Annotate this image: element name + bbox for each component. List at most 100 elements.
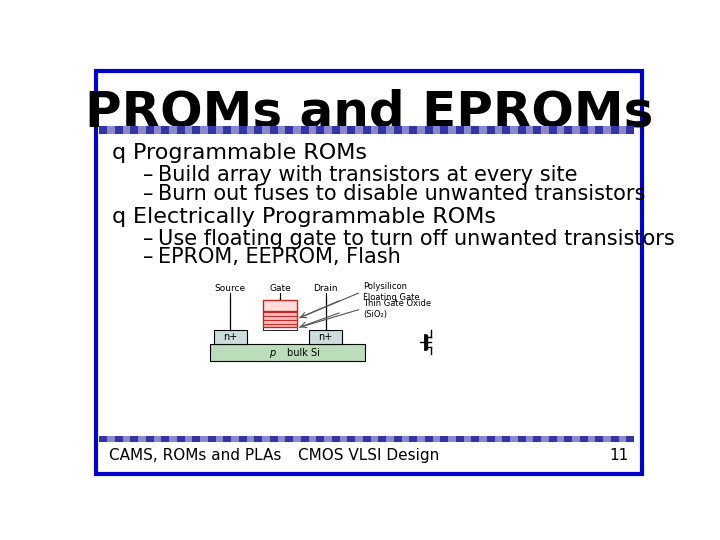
Bar [433, 436, 441, 442]
Text: n+: n+ [318, 333, 333, 342]
Bar [246, 436, 254, 442]
Bar [572, 126, 580, 134]
Text: p: p [269, 348, 275, 358]
Bar [122, 436, 130, 442]
Bar [487, 126, 495, 134]
Bar [464, 126, 472, 134]
Bar [138, 126, 145, 134]
Bar [564, 436, 572, 442]
Bar [99, 126, 107, 134]
Bar [161, 436, 169, 442]
Bar [254, 436, 262, 442]
Bar [262, 436, 270, 442]
Bar [417, 436, 425, 442]
Bar [277, 436, 285, 442]
Bar [332, 436, 340, 442]
Bar [107, 436, 114, 442]
Bar [456, 126, 464, 134]
Bar [402, 436, 409, 442]
Bar [479, 126, 487, 134]
Bar [347, 126, 355, 134]
Bar [254, 126, 262, 134]
Bar [215, 436, 223, 442]
Text: Programmable ROMs: Programmable ROMs [132, 143, 366, 163]
Bar [534, 126, 541, 134]
Text: CMOS VLSI Design: CMOS VLSI Design [298, 448, 440, 463]
FancyBboxPatch shape [96, 71, 642, 475]
Bar [310, 330, 342, 345]
Bar [270, 436, 277, 442]
Bar [549, 436, 557, 442]
Bar [611, 436, 618, 442]
Bar [518, 436, 526, 442]
Bar [316, 126, 324, 134]
Bar [603, 126, 611, 134]
Text: Use floating gate to turn off unwanted transistors: Use floating gate to turn off unwanted t… [158, 229, 675, 249]
Bar [618, 126, 626, 134]
Text: EPROM, EEPROM, Flash: EPROM, EEPROM, Flash [158, 247, 401, 267]
Bar [231, 436, 239, 442]
Bar [464, 436, 472, 442]
Bar [262, 126, 270, 134]
Bar [231, 126, 239, 134]
Bar [324, 436, 332, 442]
Bar [99, 436, 107, 442]
Bar [239, 436, 246, 442]
Bar [184, 126, 192, 134]
Bar [510, 126, 518, 134]
Bar [479, 436, 487, 442]
Bar [564, 126, 572, 134]
Bar [340, 436, 347, 442]
Bar [534, 436, 541, 442]
Bar [371, 126, 378, 134]
Text: n+: n+ [223, 333, 238, 342]
Bar [588, 126, 595, 134]
Bar [114, 126, 122, 134]
Bar [309, 436, 316, 442]
Bar [409, 126, 417, 134]
Text: Polysilicon
Floating Gate: Polysilicon Floating Gate [363, 282, 420, 302]
Bar [285, 436, 293, 442]
Bar [526, 436, 534, 442]
Bar [263, 327, 297, 330]
Bar [239, 126, 246, 134]
Bar [122, 126, 130, 134]
Bar [169, 436, 177, 442]
Bar [214, 330, 246, 345]
Bar [378, 126, 386, 134]
Bar [161, 126, 169, 134]
Bar [472, 436, 479, 442]
Text: CAMS, ROMs and PLAs: CAMS, ROMs and PLAs [109, 448, 282, 463]
Bar [215, 126, 223, 134]
Text: 11: 11 [609, 448, 629, 463]
Bar [184, 436, 192, 442]
Bar [107, 126, 114, 134]
Bar [324, 126, 332, 134]
Bar [285, 126, 293, 134]
Bar [208, 126, 215, 134]
Bar [456, 436, 464, 442]
Bar [518, 126, 526, 134]
Bar [595, 436, 603, 442]
Bar [495, 436, 503, 442]
Bar [145, 436, 153, 442]
Bar [495, 126, 503, 134]
Text: Gate: Gate [269, 285, 291, 294]
Text: bulk Si: bulk Si [287, 348, 320, 358]
Text: PROMs and EPROMs: PROMs and EPROMs [85, 89, 653, 137]
Bar [347, 436, 355, 442]
Text: q: q [112, 207, 126, 227]
Bar [549, 126, 557, 134]
Bar [192, 436, 200, 442]
Bar [192, 126, 200, 134]
Bar [363, 126, 371, 134]
Bar [572, 436, 580, 442]
Bar [332, 126, 340, 134]
Bar [145, 126, 153, 134]
Bar [402, 126, 409, 134]
Bar [441, 126, 448, 134]
Bar [425, 126, 433, 134]
Bar [153, 126, 161, 134]
Bar [448, 126, 456, 134]
Bar [541, 126, 549, 134]
